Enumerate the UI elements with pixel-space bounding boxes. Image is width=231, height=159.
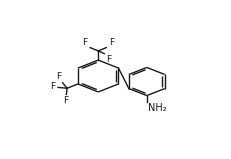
Text: NH₂: NH₂ [147,103,166,113]
Text: F: F [50,82,55,91]
Text: F: F [108,38,113,47]
Text: F: F [56,72,61,81]
Text: F: F [63,96,68,105]
Text: F: F [106,55,111,64]
Text: F: F [82,38,87,47]
